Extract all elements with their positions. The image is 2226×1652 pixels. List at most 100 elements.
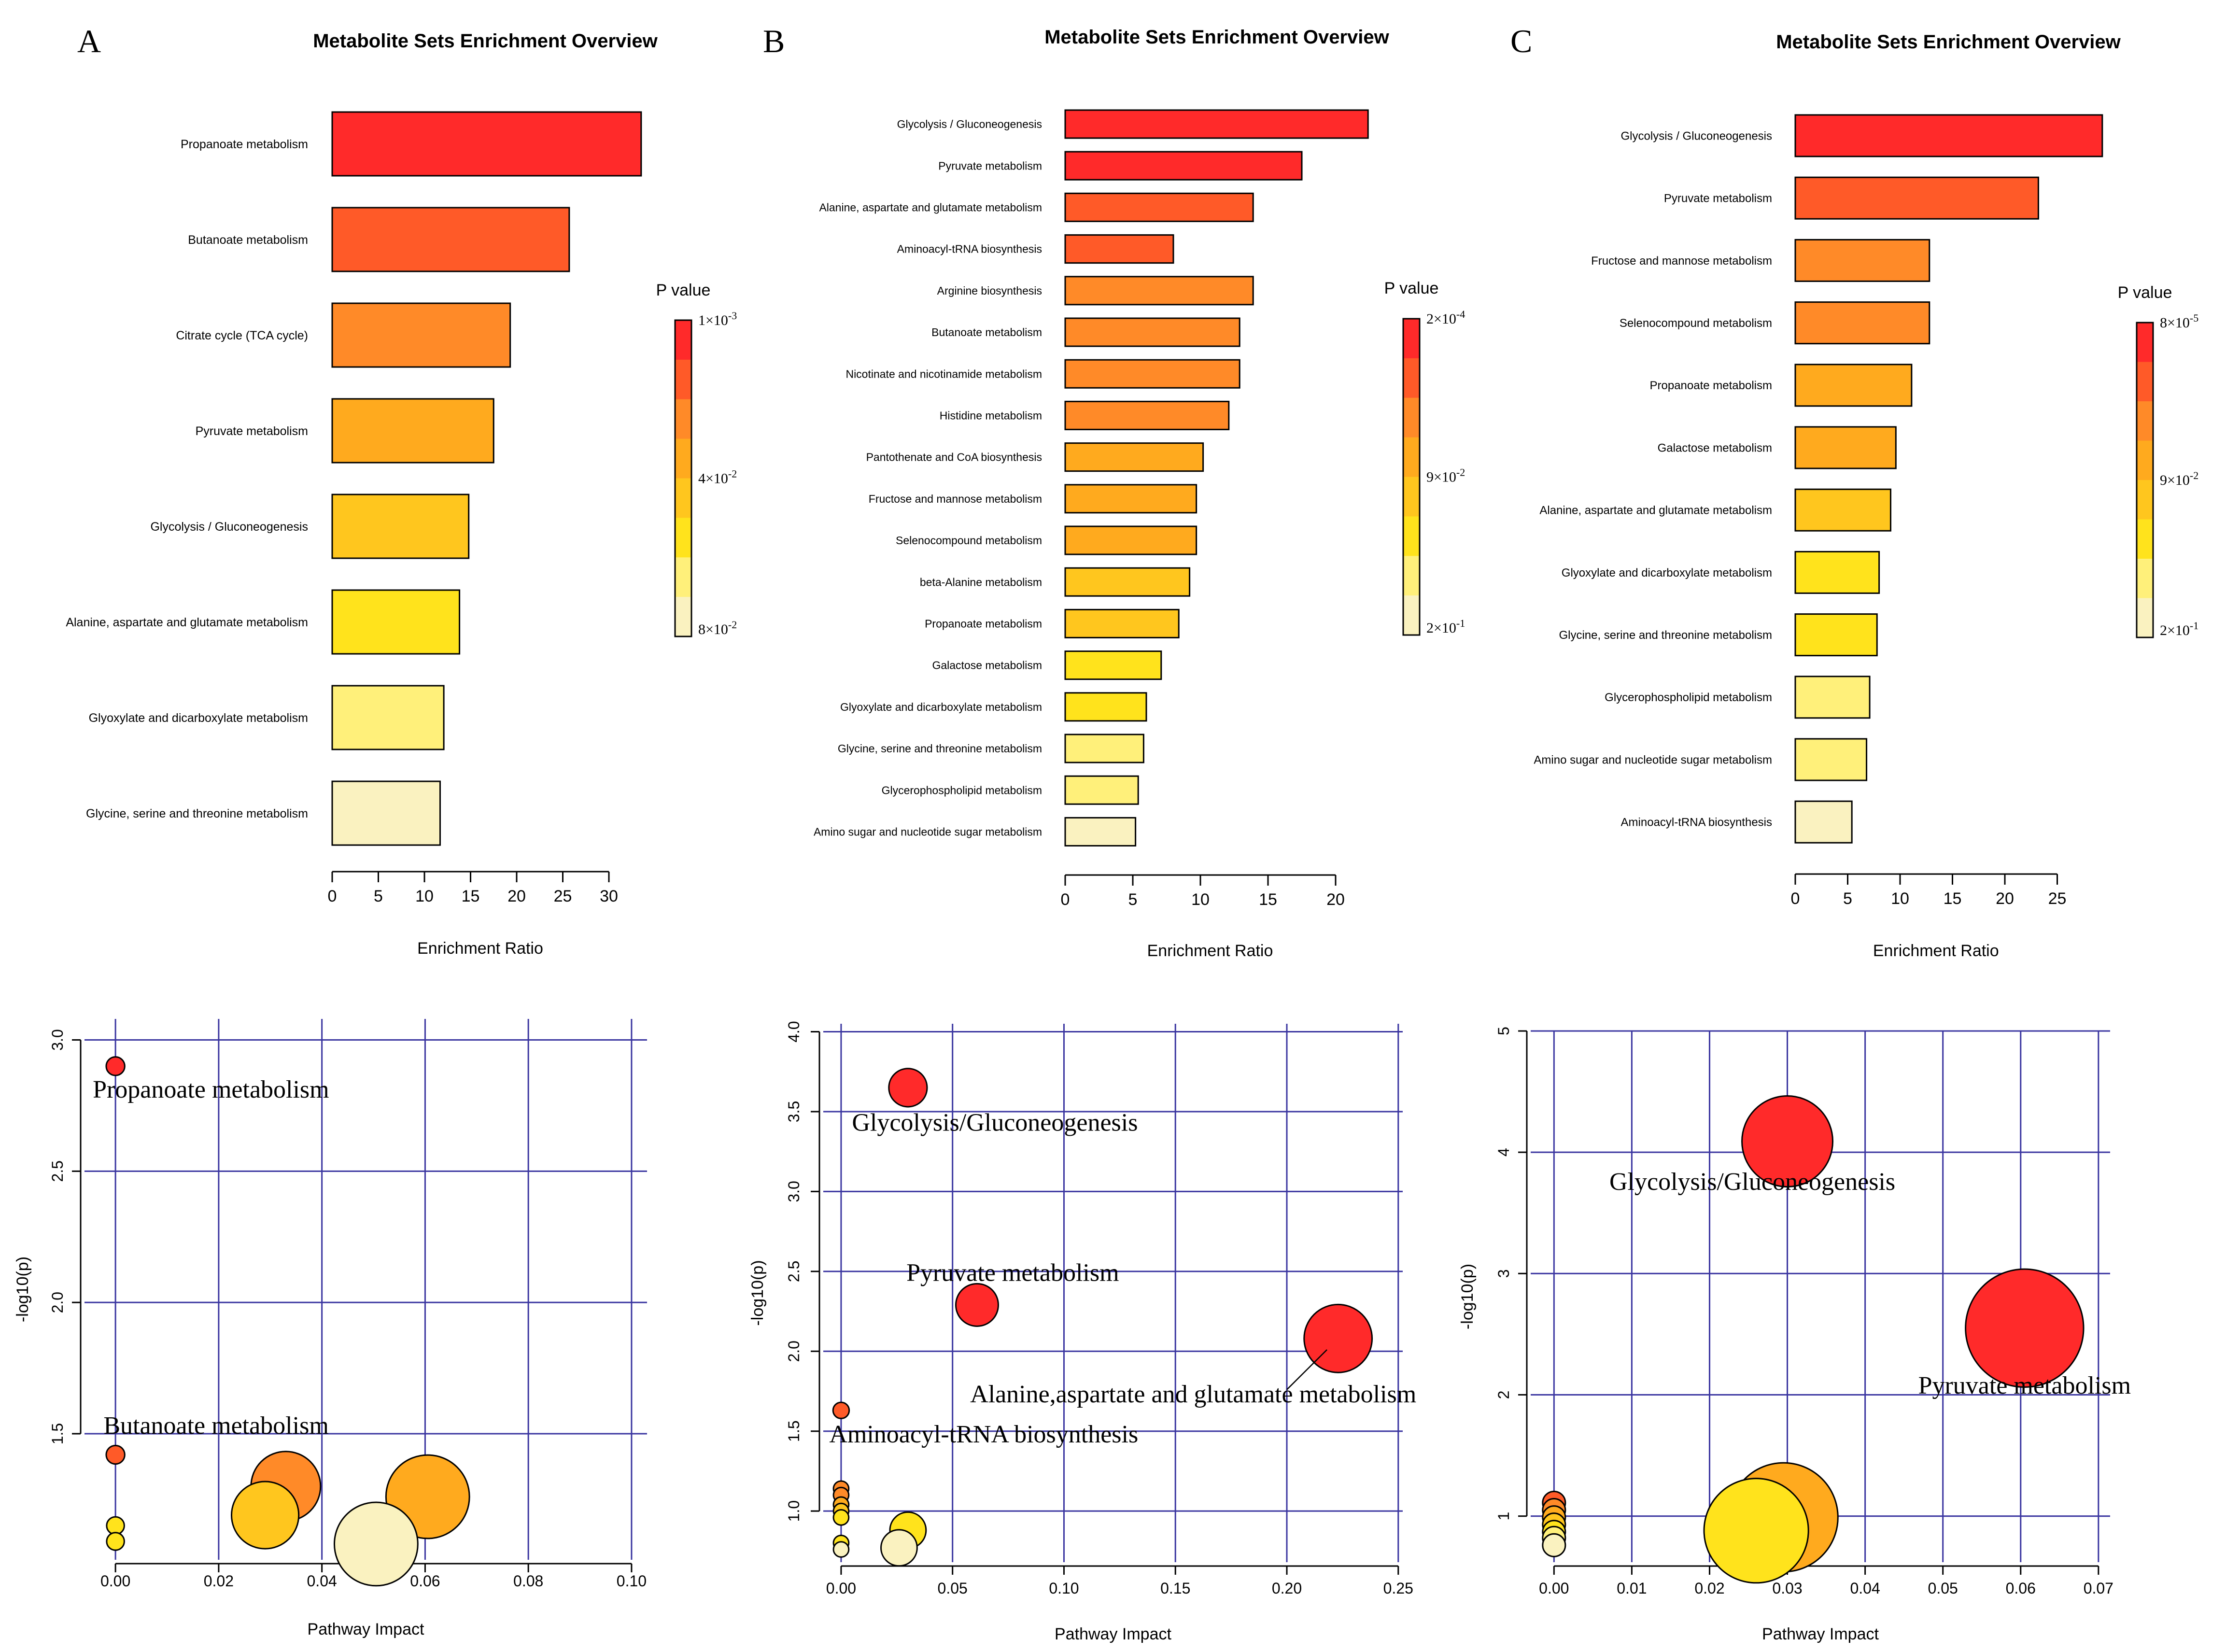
legend-swatch-b-2 [1403,397,1420,438]
x-tick-label-sb-2: 0.10 [1049,1580,1079,1597]
legend-frame-b [1402,318,1421,636]
bar-b-1 [1064,151,1303,181]
legend-swatch-a-4 [675,478,691,519]
bar-b-12 [1064,608,1180,638]
y-tick-label-sc-4: 5 [1495,1027,1512,1035]
bar-label-a-5: Alanine, aspartate and glutamate metabol… [66,616,308,629]
annotation-b-0: Glycolysis/Gluconeogenesis [852,1109,1138,1137]
legend-label-b-2: 2×10-1 [1426,617,1465,636]
bar-a-2 [331,302,511,368]
x-tick-label-sc-4: 0.04 [1850,1580,1880,1597]
x-axis-label-a: Enrichment Ratio [417,939,543,958]
x-tick-label-sc-5: 0.05 [1928,1580,1958,1597]
bar-label-b-4: Arginine biosynthesis [937,284,1042,297]
legend-swatch-b-6 [1403,556,1420,596]
legend-swatch-c-5 [2137,519,2153,559]
bar-a-6 [331,685,445,750]
y-tick-label-sb-3: 2.5 [785,1261,803,1282]
x-tick-label-a-3: 15 [462,887,480,905]
bar-b-0 [1064,109,1369,139]
x-tick-label-sb-0: 0.00 [826,1580,856,1597]
bar-c-10 [1794,738,1868,781]
bar-c-5 [1794,426,1897,469]
bar-label-b-13: Galactose metabolism [932,659,1042,672]
bubble-b-1 [955,1283,999,1327]
annotation-b-1: Pyruvate metabolism [906,1259,1119,1287]
panel-letter-a: A [77,23,101,59]
y-tick-label-sc-3: 4 [1495,1148,1512,1157]
y-tick-label-sb-6: 4.0 [785,1021,803,1042]
bar-label-b-1: Pyruvate metabolism [938,159,1042,172]
y-axis-label-sc: -log10(p) [1458,1264,1477,1329]
bar-c-6 [1794,488,1891,532]
annotation-b-2: Alanine,aspartate and glutamate metaboli… [970,1381,1416,1408]
y-tick-label-sc-2: 3 [1495,1269,1512,1278]
bar-b-6 [1064,359,1240,389]
x-axis-label-b: Enrichment Ratio [1147,942,1273,960]
legend-label-c-1: 9×10-2 [2160,469,2198,488]
bubble-c-10 [1703,1478,1809,1584]
x-tick-label-sa-4: 0.08 [513,1572,543,1590]
bar-a-1 [331,207,570,272]
x-tick-label-b-3: 15 [1259,890,1277,909]
y-tick-label-sa-3: 3.0 [49,1029,66,1050]
legend-swatch-a-7 [675,597,691,637]
bar-label-a-4: Glycolysis / Gluconeogenesis [150,520,308,534]
bubble-c-1 [1965,1268,2085,1388]
y-tick-label-sc-1: 2 [1495,1391,1512,1399]
x-tick-label-a-1: 5 [374,887,383,905]
x-tick-label-b-0: 0 [1061,890,1070,909]
y-tick-label-sa-1: 2.0 [49,1292,66,1313]
bubble-b-0 [888,1068,928,1108]
x-tick-label-sc-1: 0.01 [1617,1580,1647,1597]
x-tick-label-c-5: 25 [2048,890,2067,908]
bar-label-b-10: Selenocompound metabolism [896,534,1042,547]
legend-title-b: P value [1384,279,1439,297]
legend-swatch-c-4 [2137,480,2153,520]
bar-chart-b: Metabolite Sets Enrichment Overview Glyco… [814,27,1465,960]
legend-frame-c [2136,322,2154,638]
legend-title-a: P value [656,281,711,299]
legend-swatch-b-4 [1403,477,1420,517]
bar-label-c-6: Alanine, aspartate and glutamate metabol… [1539,504,1772,517]
legend-label-a-1: 4×10-2 [698,468,737,487]
bar-label-b-5: Butanoate metabolism [931,326,1042,339]
x-axis-label-sb: Pathway Impact [1055,1625,1171,1643]
bubble-b-12 [880,1529,918,1567]
legend-label-b-0: 2×10-4 [1426,308,1465,327]
bar-label-b-14: Glyoxylate and dicarboxylate metabolism [840,701,1042,713]
bar-b-17 [1064,817,1137,847]
legend-swatch-b-0 [1403,319,1420,359]
x-tick-label-b-2: 10 [1191,890,1210,909]
bar-chart-a: Metabolite Sets Enrichment Overview Propa… [66,30,737,958]
x-tick-label-sb-1: 0.05 [938,1580,968,1597]
legend-title-c: P value [2118,283,2172,302]
x-tick-label-c-1: 5 [1843,890,1852,908]
bar-b-15 [1064,734,1144,763]
y-tick-label-sb-4: 3.0 [785,1181,803,1202]
bubble-b-3 [832,1401,850,1419]
bar-label-b-12: Propanoate metabolism [925,617,1042,630]
bar-label-c-9: Glycerophospholipid metabolism [1605,691,1772,704]
bar-label-a-7: Glycine, serine and threonine metabolism [86,807,308,820]
bar-label-c-10: Amino sugar and nucleotide sugar metabol… [1534,753,1772,766]
bar-label-c-11: Aminoacyl-tRNA biosynthesis [1621,816,1772,829]
x-tick-label-sc-6: 0.06 [2006,1580,2036,1597]
bar-label-c-4: Propanoate metabolism [1650,379,1772,392]
bar-label-b-16: Glycerophospholipid metabolism [882,784,1042,796]
legend-swatch-a-6 [675,557,691,598]
bubble-c-0 [1741,1095,1834,1188]
x-tick-label-a-0: 0 [328,887,337,905]
x-tick-label-a-6: 30 [600,887,618,905]
bar-chart-c: Metabolite Sets Enrichment Overview Glyco… [1534,31,2198,960]
y-tick-label-sa-2: 2.5 [49,1160,66,1182]
annotation-connector-b [1286,1349,1327,1390]
legend-label-c-0: 8×10-5 [2160,312,2198,331]
bar-c-3 [1794,301,1930,345]
legend-label-c-2: 2×10-1 [2160,620,2198,638]
legend-swatch-a-5 [675,518,691,558]
bar-b-3 [1064,234,1174,264]
x-tick-label-c-3: 15 [1944,890,1962,908]
legend-swatch-c-2 [2137,401,2153,441]
